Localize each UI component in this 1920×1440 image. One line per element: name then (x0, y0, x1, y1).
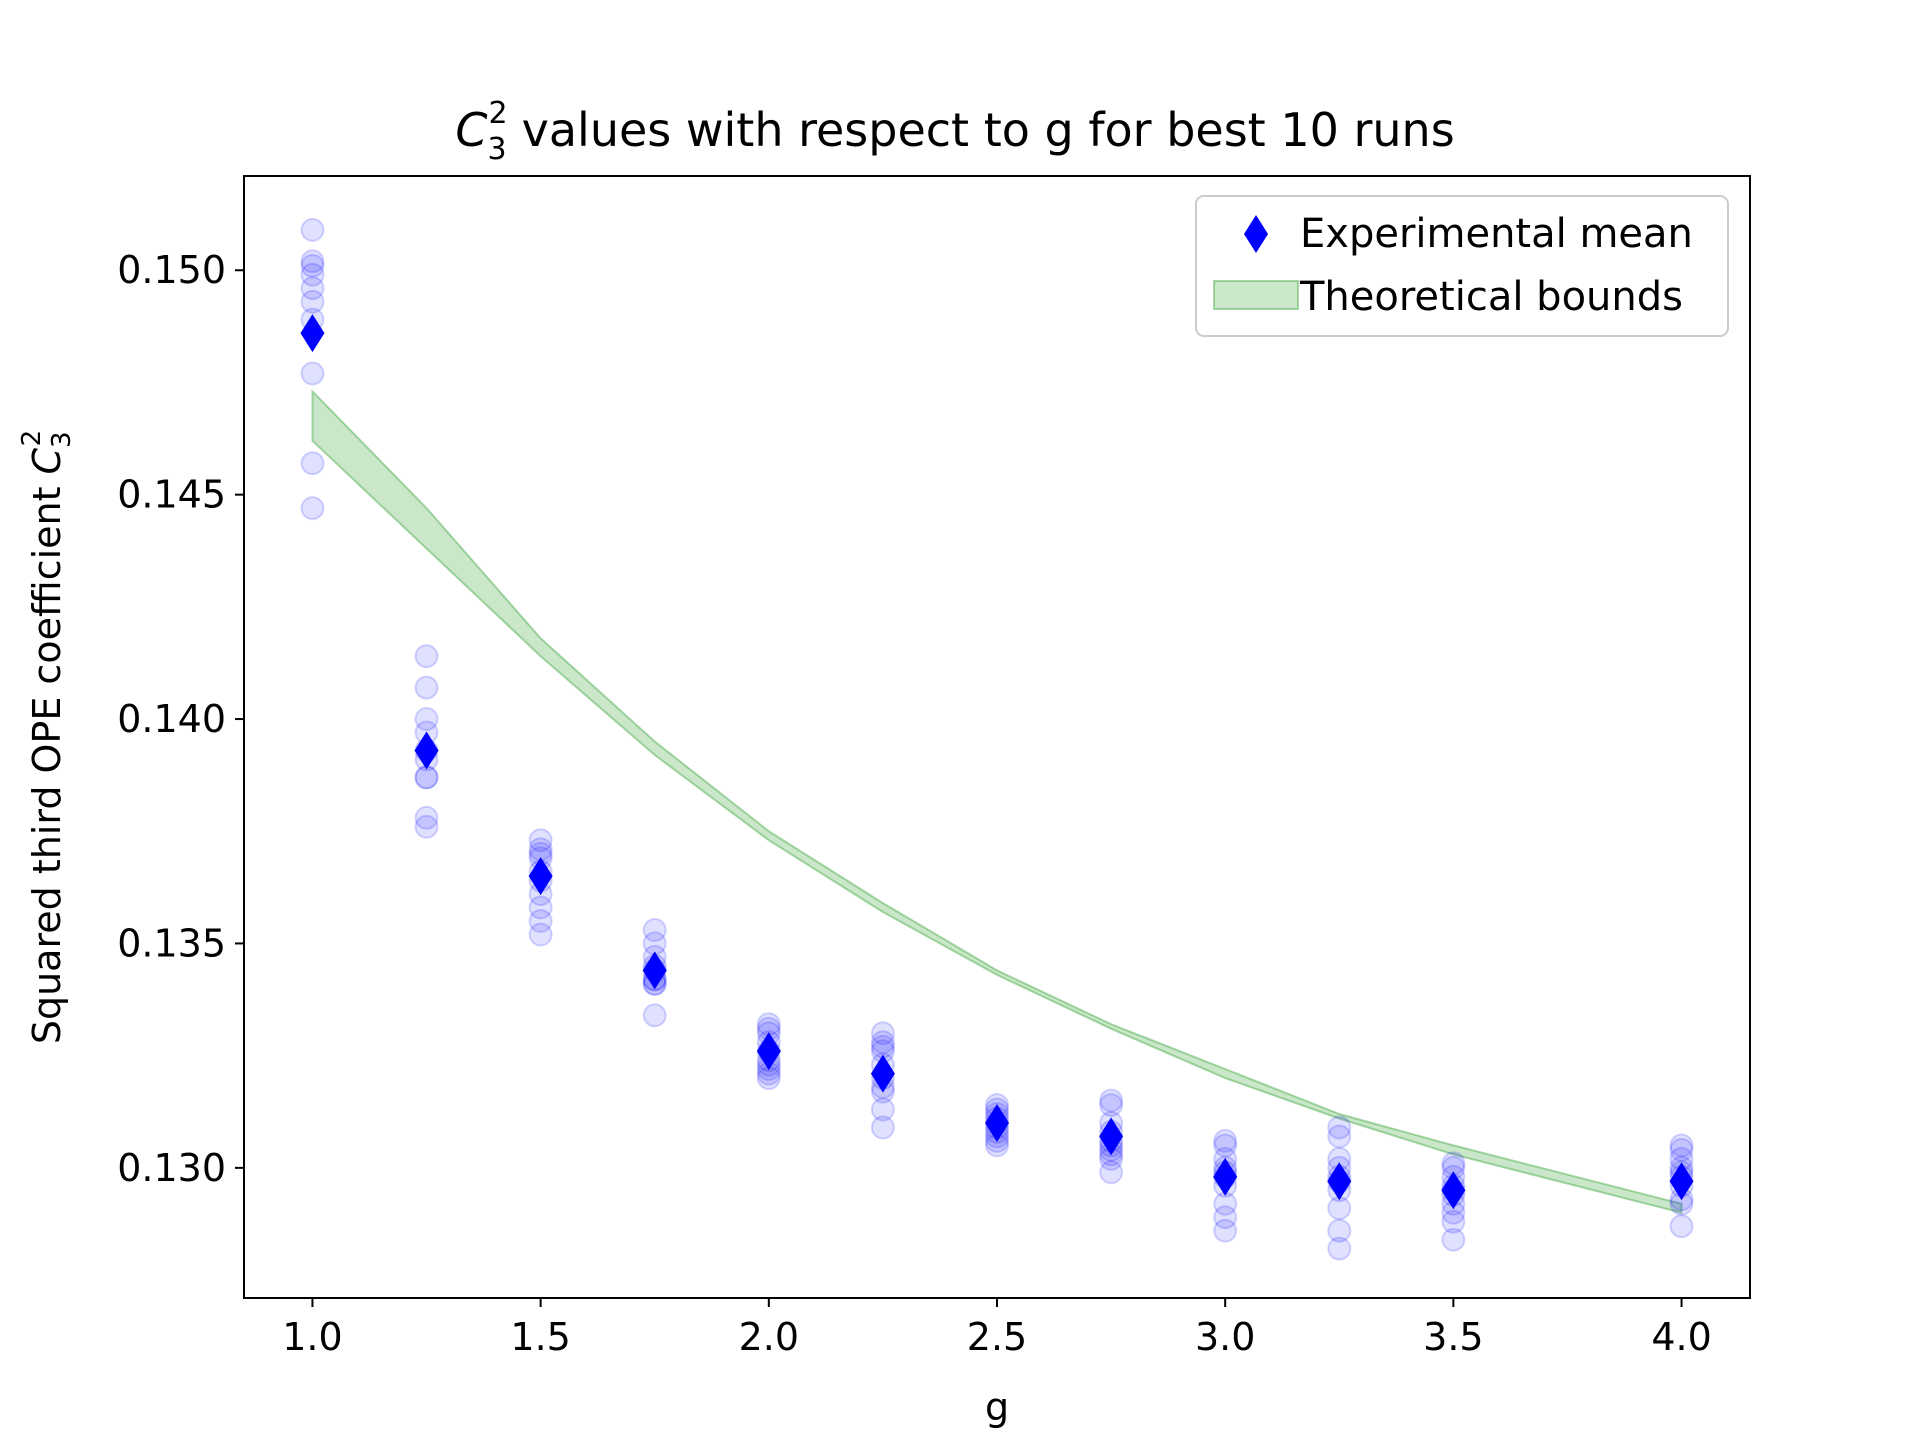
title-symbol-base: C (455, 103, 487, 157)
run-point (528, 909, 553, 933)
theoretical-bounds-band (311, 388, 1683, 1214)
run-point (870, 1034, 895, 1059)
legend-label-bounds: Theoretical bounds (1299, 274, 1683, 320)
run-point (642, 918, 667, 942)
mean-marker (414, 731, 439, 770)
run-point (300, 276, 325, 301)
run-point (1327, 1124, 1352, 1149)
y-axis-symbol-sup: 2 (17, 430, 47, 447)
run-point (300, 451, 325, 476)
x-tick-label: 3.5 (1423, 1315, 1483, 1359)
run-point (1669, 1137, 1694, 1162)
run-point (528, 895, 553, 920)
run-point (1441, 1209, 1466, 1234)
mean-layer (300, 314, 1694, 1210)
run-point (528, 828, 553, 853)
run-point (1213, 1205, 1238, 1230)
run-point (300, 253, 325, 278)
run-point (870, 1115, 895, 1140)
run-point (300, 361, 325, 386)
run-point (1327, 1236, 1352, 1261)
mean-marker (1099, 1117, 1124, 1156)
run-point (300, 289, 325, 314)
legend-mean-marker (1244, 215, 1268, 253)
y-tick-label: 0.145 (117, 473, 226, 517)
mean-marker (528, 857, 553, 896)
x-tick-label: 2.0 (739, 1315, 799, 1359)
run-point (642, 1003, 667, 1028)
run-point (414, 707, 439, 731)
mean-marker (870, 1054, 895, 1093)
run-point (1099, 1160, 1124, 1185)
run-point (870, 1030, 895, 1055)
run-point (414, 644, 439, 669)
run-point (414, 814, 439, 839)
mean-marker (642, 951, 667, 990)
run-point (1213, 1128, 1238, 1153)
run-point (1441, 1227, 1466, 1252)
y-axis-ticks: 0.130 0.135 0.140 0.145 0.150 (117, 248, 244, 1190)
run-point (1099, 1093, 1124, 1117)
x-tick-label: 2.5 (967, 1315, 1027, 1359)
run-point (528, 922, 553, 947)
y-tick-label: 0.150 (117, 248, 226, 292)
run-point (1099, 1088, 1124, 1113)
mean-marker (756, 1032, 781, 1071)
legend-bounds-swatch (1213, 280, 1299, 310)
run-point (1327, 1218, 1352, 1243)
x-tick-label: 1.5 (510, 1315, 570, 1359)
run-point (1669, 1133, 1694, 1158)
run-point (300, 496, 325, 521)
run-point (414, 765, 439, 790)
mean-marker (1213, 1157, 1238, 1196)
mean-marker (1441, 1171, 1466, 1210)
x-axis-ticks: 1.0 1.5 2.0 2.5 3.0 3.5 4.0 (282, 1298, 1712, 1359)
y-tick-label: 0.130 (117, 1146, 226, 1190)
y-axis-symbol-sub: 3 (47, 431, 77, 448)
legend-box (1195, 195, 1729, 337)
bounds-layer (311, 388, 1683, 1214)
run-point (414, 675, 439, 700)
run-point (1213, 1133, 1238, 1158)
y-axis-label: Squared third OPE coefficient C32 (17, 430, 77, 1044)
legend-label-mean: Experimental mean (1300, 211, 1693, 257)
run-point (300, 217, 325, 242)
title-text: values with respect to g for best 10 run… (522, 103, 1455, 157)
mean-marker (1327, 1162, 1352, 1201)
y-tick-label: 0.135 (117, 921, 226, 965)
x-tick-label: 1.0 (282, 1315, 342, 1359)
x-axis-label: g (985, 1385, 1009, 1429)
mean-marker (1669, 1162, 1694, 1201)
chart-title: C32 values with respect to g for best 10 … (455, 96, 1454, 167)
y-axis-label-text: Squared third OPE coefficient (25, 486, 69, 1044)
mean-marker (300, 314, 325, 353)
title-symbol-sup: 2 (489, 96, 508, 131)
x-tick-label: 3.0 (1195, 1315, 1255, 1359)
run-point (1327, 1196, 1352, 1221)
run-point (414, 805, 439, 830)
y-tick-label: 0.140 (117, 697, 226, 741)
run-point (300, 249, 325, 274)
x-tick-label: 4.0 (1651, 1315, 1711, 1359)
run-point (1213, 1218, 1238, 1243)
legend: Experimental mean Theoretical bounds (1195, 195, 1729, 337)
y-axis-symbol-base: C (25, 447, 69, 474)
title-symbol-sub: 3 (487, 132, 506, 167)
run-point (870, 1097, 895, 1122)
run-point (1327, 1115, 1352, 1140)
run-point (300, 262, 325, 287)
run-point (1669, 1214, 1694, 1239)
mean-marker (985, 1103, 1009, 1142)
run-point (870, 1021, 895, 1046)
